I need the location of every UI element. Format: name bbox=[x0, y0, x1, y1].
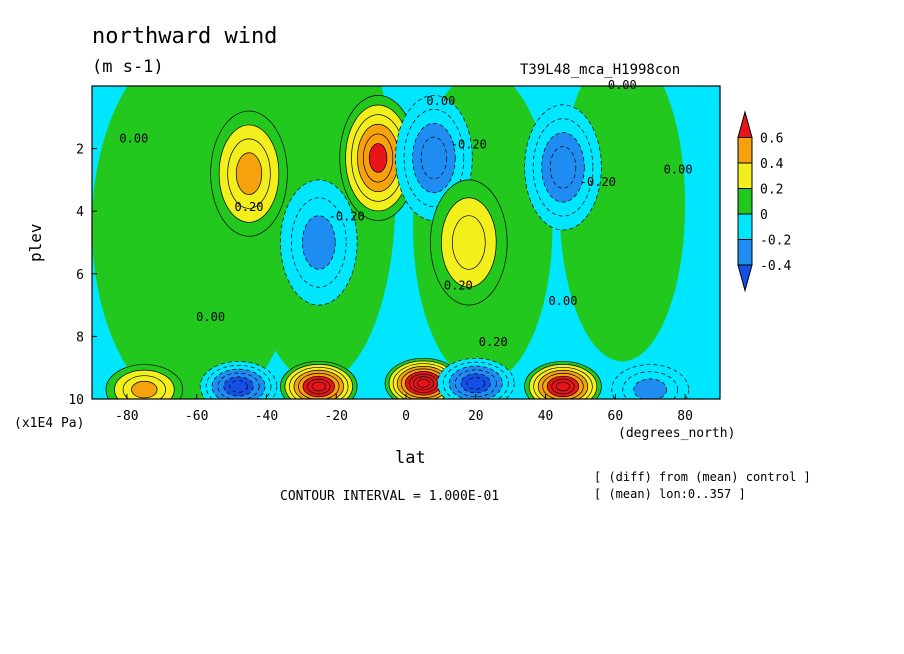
colorbar-cell bbox=[737, 110, 753, 138]
contour-label: -0.20 bbox=[451, 138, 487, 152]
contour-label: 0.00 bbox=[664, 163, 693, 177]
colorbar-label: -0.4 bbox=[760, 259, 791, 274]
contour-blob bbox=[131, 380, 158, 399]
y-tick-label: 10 bbox=[68, 393, 84, 408]
colorbar-label: -0.2 bbox=[760, 234, 791, 249]
contour-label: 0.00 bbox=[119, 131, 148, 145]
x-tick-label: 80 bbox=[677, 409, 693, 424]
run-name: T39L48_mca_H1998con bbox=[520, 62, 681, 78]
contour-label: 0.00 bbox=[196, 310, 225, 324]
contour-fill bbox=[92, 86, 720, 399]
x-tick-label: -80 bbox=[115, 409, 138, 424]
chart-units: (m s-1) bbox=[92, 57, 164, 77]
y-tick-label: 4 bbox=[76, 205, 84, 220]
contour-label: 0.20 bbox=[235, 200, 264, 214]
contour-labels: 0.00 0.00 0.00 0.00 0.20 -0.20 -0.20 -0.20 0.20 0… bbox=[119, 78, 692, 349]
contour-blob bbox=[452, 215, 486, 270]
contour-label: 0.00 bbox=[608, 78, 637, 92]
contour-label: -0.20 bbox=[329, 210, 365, 224]
contour-blob bbox=[301, 215, 336, 270]
contour-label: 0.20 bbox=[479, 335, 508, 349]
y-tick-label: 2 bbox=[76, 143, 84, 158]
colorbar-label: 0 bbox=[760, 208, 768, 223]
x-tick-label: -20 bbox=[324, 409, 347, 424]
contour-blob bbox=[466, 377, 485, 390]
colorbar: 0.6 0.4 0.2 0 -0.2 -0.4 bbox=[737, 110, 791, 293]
contour-label: 0.00 bbox=[549, 294, 578, 308]
x-tick-label: 40 bbox=[538, 409, 554, 424]
contour-blob bbox=[229, 380, 248, 393]
annotation-diff: [ (diff) from (mean) control ] bbox=[594, 470, 811, 484]
contour-blob bbox=[368, 143, 388, 173]
contour-blob bbox=[417, 379, 430, 388]
y-tick-label: 6 bbox=[76, 268, 84, 283]
y-axis: 2 4 6 8 10 bbox=[68, 143, 97, 408]
contour-blob bbox=[311, 381, 326, 392]
contour-label: 0.20 bbox=[444, 278, 473, 292]
y-axis-label: plev bbox=[26, 223, 45, 262]
y-axis-unit: (x1E4 Pa) bbox=[14, 416, 85, 431]
colorbar-cell bbox=[737, 162, 753, 189]
contour-blob bbox=[420, 136, 448, 180]
x-axis-unit: (degrees_north) bbox=[618, 426, 736, 441]
contour-blob bbox=[235, 152, 263, 195]
colorbar-cell bbox=[737, 264, 753, 293]
x-tick-label: 0 bbox=[402, 409, 410, 424]
colorbar-label: 0.4 bbox=[760, 157, 784, 172]
x-tick-label: -40 bbox=[255, 409, 278, 424]
x-tick-label: -60 bbox=[185, 409, 208, 424]
y-tick-label: 8 bbox=[76, 330, 84, 345]
x-tick-label: 60 bbox=[608, 409, 624, 424]
contour-blob bbox=[555, 381, 571, 392]
colorbar-cell bbox=[737, 137, 753, 164]
contour-label: -0.20 bbox=[580, 175, 616, 189]
contour-blob bbox=[549, 146, 577, 189]
contour-blob bbox=[633, 378, 668, 399]
colorbar-cell bbox=[737, 188, 753, 215]
colorbar-label: 0.2 bbox=[760, 183, 783, 198]
x-axis: -80 -60 -40 -20 0 20 40 60 80 bbox=[115, 394, 693, 424]
contour-interval: CONTOUR INTERVAL = 1.000E-01 bbox=[280, 489, 500, 504]
contour-label: 0.00 bbox=[426, 94, 455, 108]
colorbar-cell bbox=[737, 213, 753, 240]
x-tick-label: 20 bbox=[468, 409, 484, 424]
annotation-mean: [ (mean) lon:0..357 ] bbox=[594, 487, 746, 501]
colorbar-label: 0.6 bbox=[760, 132, 783, 147]
x-axis-label: lat bbox=[395, 448, 426, 468]
chart-title: northward wind bbox=[92, 24, 278, 49]
colorbar-cell bbox=[737, 239, 753, 266]
